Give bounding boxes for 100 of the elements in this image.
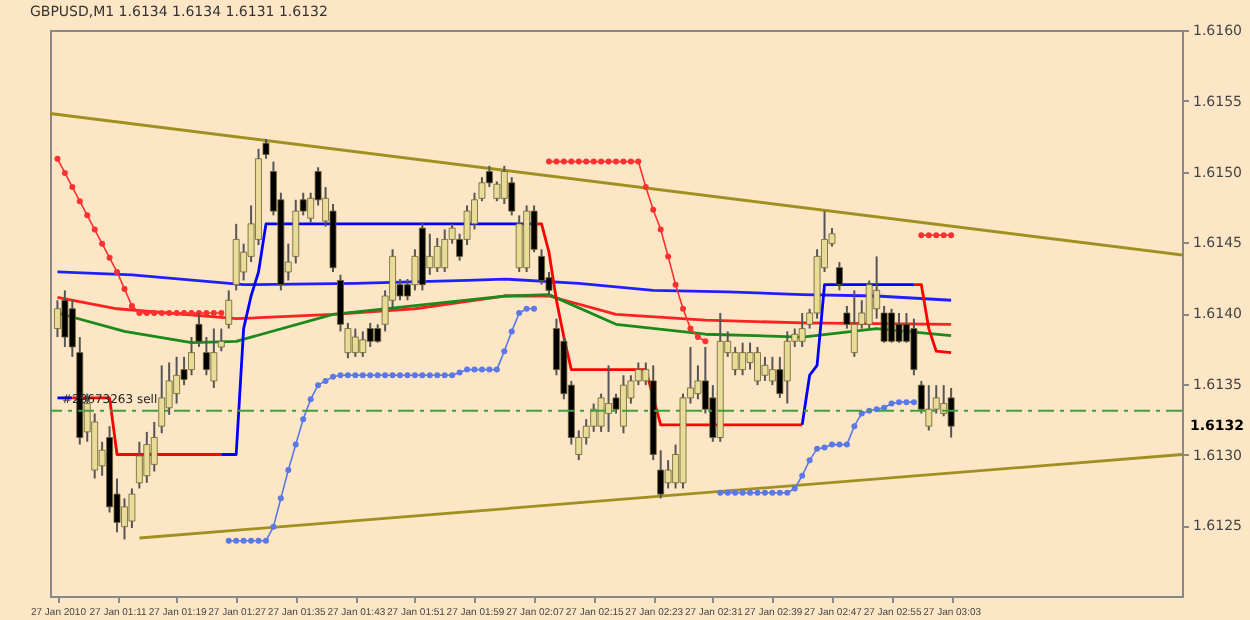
candlestick: [605, 364, 612, 433]
point: [173, 310, 180, 316]
point: [478, 366, 485, 373]
point: [151, 310, 158, 316]
point: [851, 423, 858, 430]
point: [181, 310, 188, 316]
point: [754, 489, 761, 496]
point: [843, 441, 850, 448]
point: [568, 158, 575, 165]
point: [687, 325, 694, 332]
point: [464, 366, 471, 373]
point: [553, 158, 560, 165]
point: [233, 537, 240, 544]
point: [404, 372, 411, 379]
point: [873, 406, 880, 413]
point: [54, 155, 61, 162]
candlestick: [135, 440, 143, 490]
point: [69, 184, 76, 191]
point: [389, 372, 396, 379]
point: [747, 489, 754, 496]
point: [434, 372, 441, 379]
candlestick: [620, 374, 627, 435]
point: [739, 489, 746, 496]
point: [933, 232, 940, 239]
point: [114, 268, 121, 275]
point: [672, 281, 679, 288]
line-series: [56, 294, 953, 326]
point: [896, 399, 902, 406]
point: [903, 399, 910, 406]
line-series: [800, 283, 916, 427]
point: [702, 338, 709, 345]
candlestick: [225, 289, 233, 330]
candlestick: [925, 384, 933, 432]
point: [761, 489, 768, 496]
candlestick: [54, 299, 61, 339]
point: [888, 400, 895, 407]
point: [471, 366, 478, 373]
point: [456, 369, 463, 376]
point: [627, 158, 634, 165]
point: [799, 472, 806, 479]
candlestick: [888, 307, 895, 344]
point: [344, 372, 351, 379]
point: [560, 158, 567, 165]
point: [650, 206, 657, 213]
point: [732, 489, 739, 496]
point: [776, 489, 783, 496]
point: [605, 158, 612, 165]
point: [918, 232, 925, 239]
point: [642, 184, 649, 191]
point: [76, 198, 83, 205]
candlestick: [768, 355, 776, 387]
point: [449, 372, 456, 379]
point: [531, 305, 538, 312]
point: [270, 523, 277, 530]
point: [724, 489, 731, 496]
point: [411, 372, 418, 379]
point: [613, 158, 619, 165]
point: [717, 489, 724, 496]
point: [821, 444, 828, 451]
point: [814, 445, 821, 452]
candlestick: [441, 228, 449, 273]
point: [121, 285, 128, 292]
point: [352, 372, 359, 379]
point: [828, 441, 835, 448]
candlestick: [836, 261, 843, 292]
point: [99, 240, 106, 247]
point: [791, 485, 798, 492]
point: [501, 348, 508, 355]
point: [61, 169, 68, 176]
point: [925, 232, 932, 239]
point: [397, 372, 404, 379]
point: [493, 366, 500, 373]
line-series: [912, 283, 953, 355]
point: [665, 253, 672, 260]
point: [143, 310, 150, 316]
point: [680, 305, 687, 312]
candlestick: [754, 345, 761, 387]
candlestick: [947, 386, 955, 439]
point: [307, 396, 314, 403]
point: [583, 158, 590, 165]
point: [806, 457, 813, 464]
point: [508, 328, 515, 335]
point: [203, 310, 210, 316]
candlestick: [232, 222, 240, 292]
point: [330, 373, 336, 380]
point: [158, 310, 165, 316]
point: [292, 441, 299, 448]
candlestick: [798, 312, 806, 348]
point: [255, 537, 262, 544]
point: [84, 212, 91, 219]
point: [545, 158, 552, 165]
candlestick: [210, 327, 218, 389]
point: [262, 537, 269, 544]
point: [940, 232, 947, 239]
point: [136, 310, 143, 316]
point: [836, 441, 843, 448]
point: [523, 305, 530, 312]
point: [315, 382, 322, 389]
point: [426, 372, 433, 379]
point: [188, 310, 195, 316]
